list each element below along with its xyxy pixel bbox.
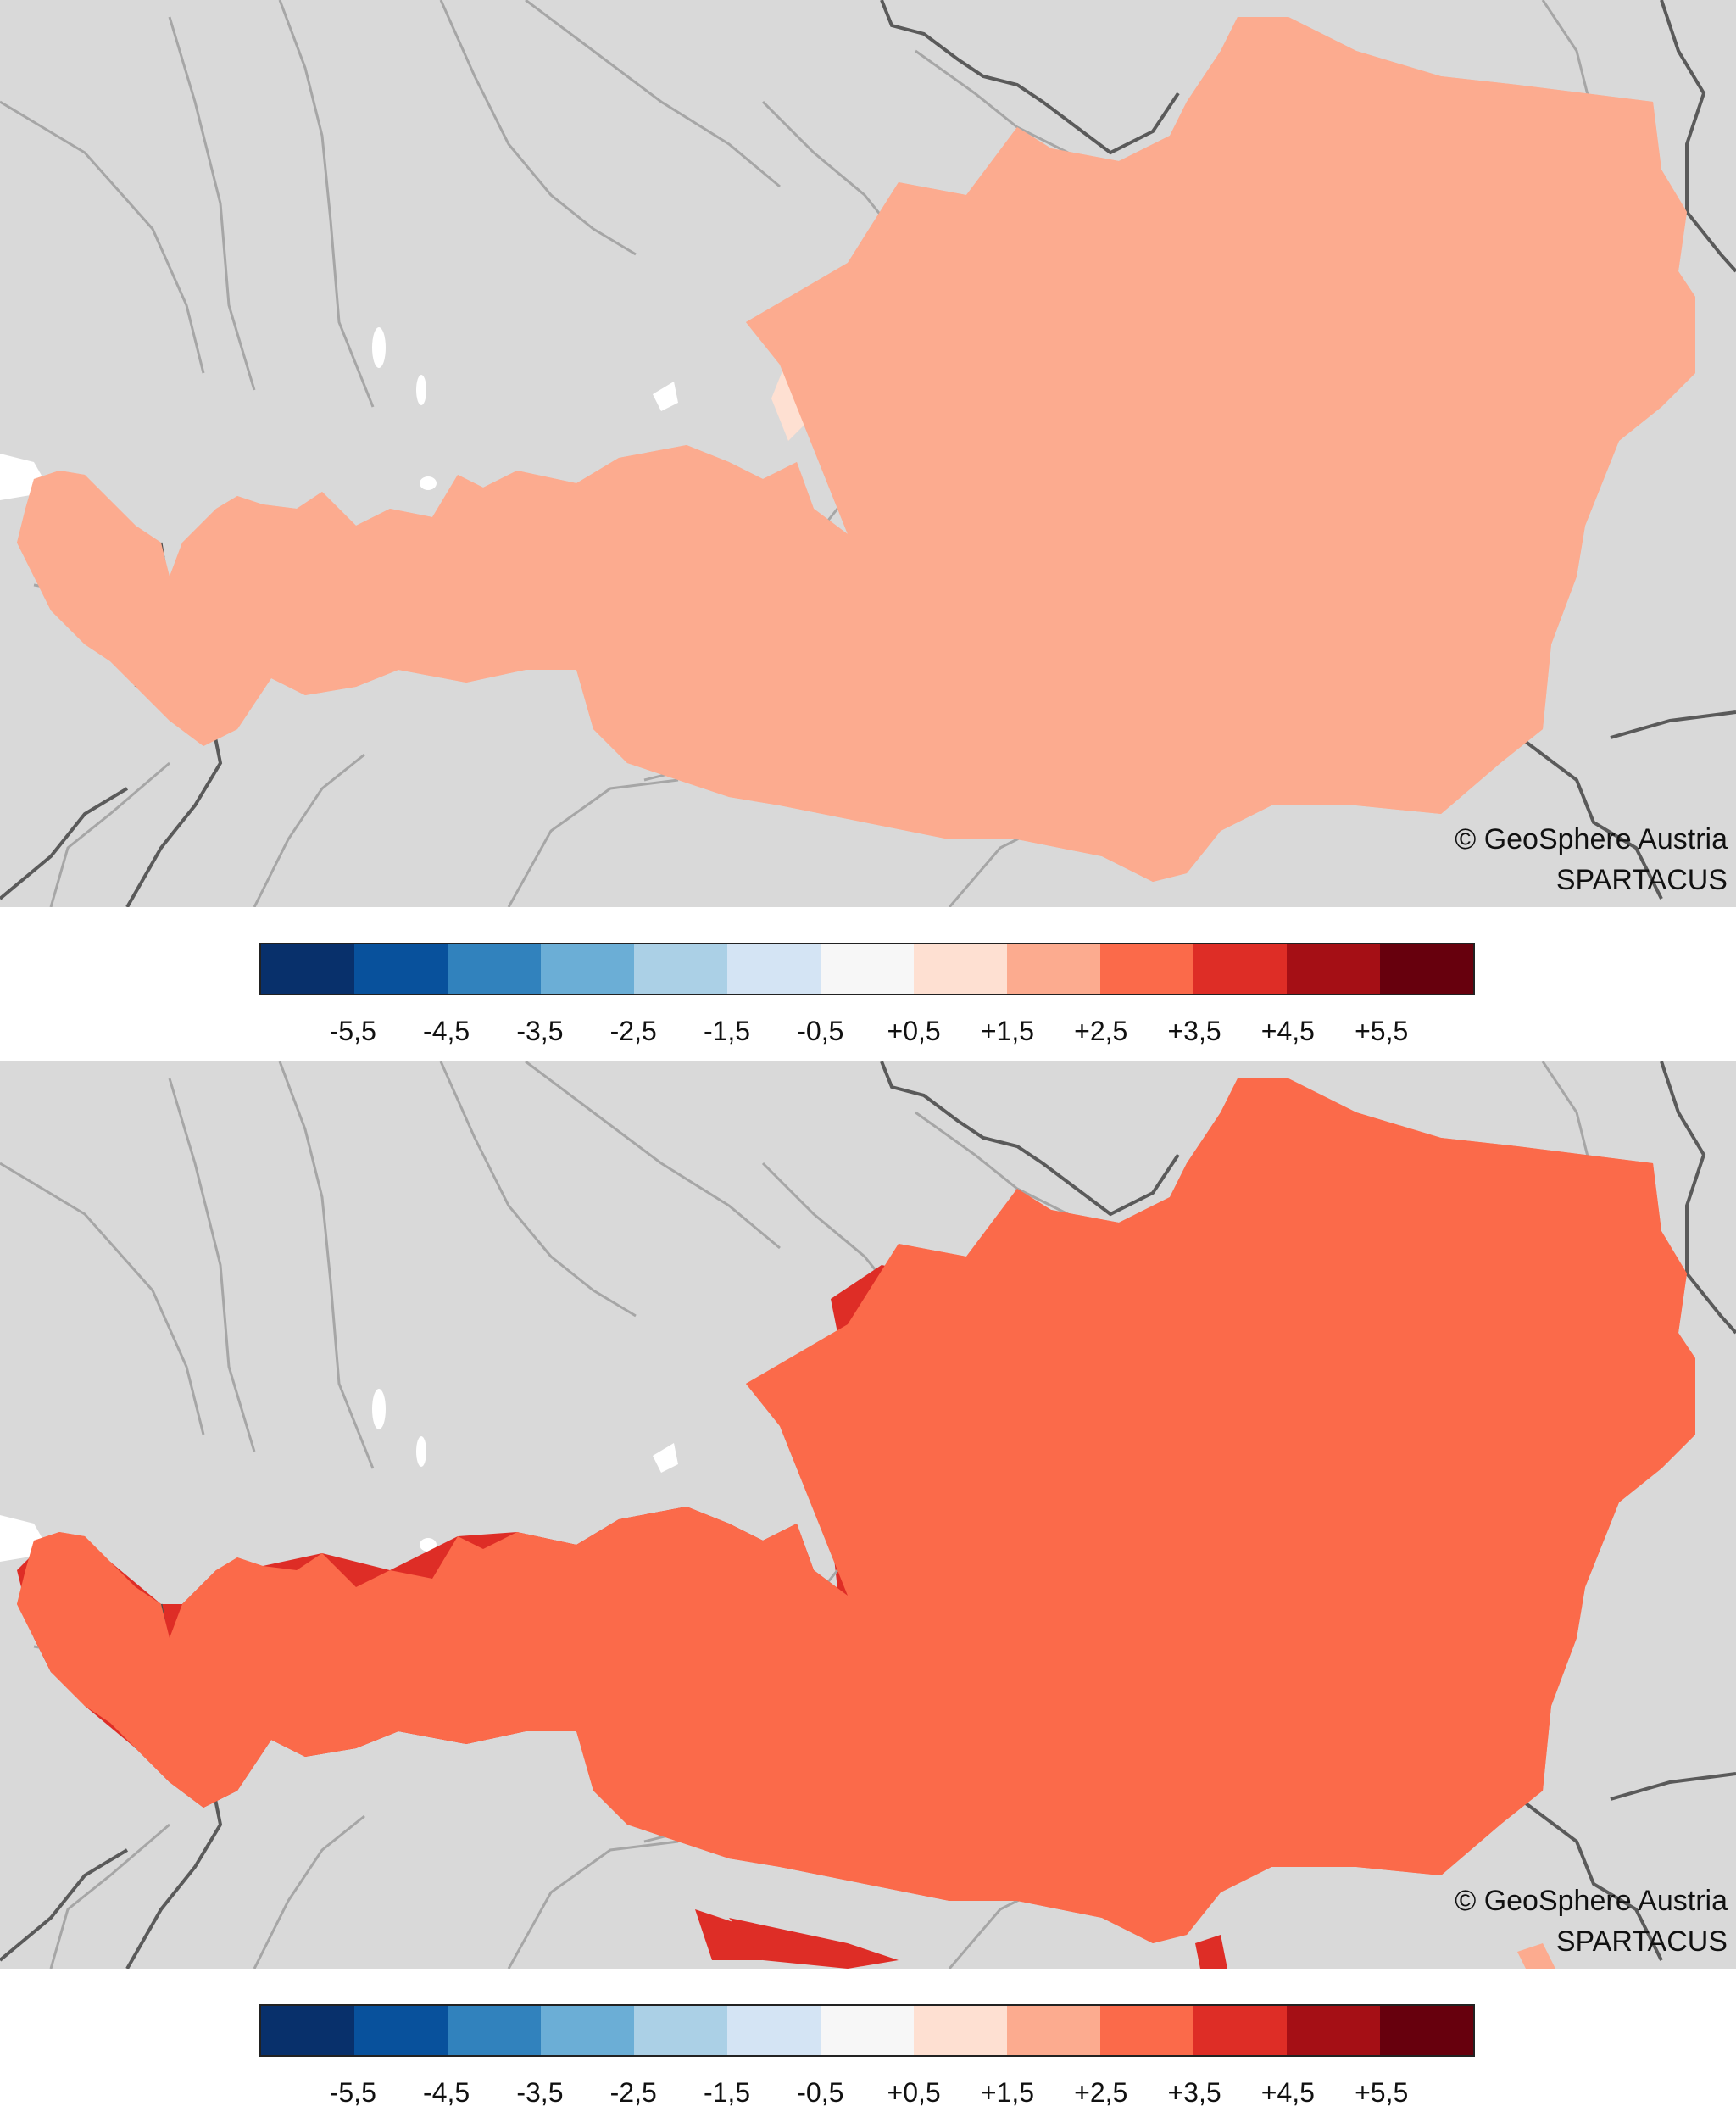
bottom-map-panel: © GeoSphere Austria SPARTACUS xyxy=(0,1062,1736,1969)
top-legend-label: +5,5 xyxy=(1355,1016,1409,1046)
bottom-legend-swatch xyxy=(821,2006,914,2055)
bottom-legend-label: +5,5 xyxy=(1355,2077,1409,2108)
bottom-legend-swatch xyxy=(1380,2006,1473,2055)
top-legend-swatch xyxy=(1100,944,1194,994)
bottom-legend-swatch xyxy=(634,2006,727,2055)
top-legend-label: -4,5 xyxy=(423,1016,470,1046)
top-legend-label: +1,5 xyxy=(980,1016,1035,1046)
bottom-map-credit: © GeoSphere Austria SPARTACUS xyxy=(1455,1881,1728,1962)
top-legend-swatch xyxy=(1194,944,1287,994)
bottom-legend-swatch xyxy=(1100,2006,1194,2055)
bottom-legend-swatch xyxy=(1287,2006,1380,2055)
bottom-legend-bar xyxy=(259,2004,1475,2057)
top-map-credit-line2: SPARTACUS xyxy=(1555,864,1728,896)
top-legend-swatch xyxy=(1007,944,1100,994)
top-map xyxy=(0,0,1736,907)
top-legend-swatch xyxy=(354,944,448,994)
top-map-panel: © GeoSphere Austria SPARTACUS xyxy=(0,0,1736,907)
top-legend-label: +3,5 xyxy=(1167,1016,1221,1046)
bottom-legend-labels: -5,5 -4,5 -3,5 -2,5 -1,5 -0,5 +0,5 +1,5 +2,5 +3,5… xyxy=(259,2077,1475,2111)
bottom-legend-swatch xyxy=(914,2006,1007,2055)
top-legend-swatch xyxy=(914,944,1007,994)
bottom-map-credit-line2: SPARTACUS xyxy=(1555,1925,1728,1958)
top-map-credit: © GeoSphere Austria SPARTACUS xyxy=(1455,819,1728,900)
top-legend-label: +0,5 xyxy=(887,1016,941,1046)
top-map-credit-line1: © GeoSphere Austria xyxy=(1455,823,1728,855)
top-legend-swatch xyxy=(634,944,727,994)
bottom-legend-swatch xyxy=(448,2006,541,2055)
top-legend-label: +2,5 xyxy=(1074,1016,1128,1046)
bottom-legend-label: -5,5 xyxy=(329,2077,376,2108)
bottom-legend-swatch xyxy=(354,2006,448,2055)
top-legend-bar xyxy=(259,943,1475,995)
top-legend-swatch xyxy=(541,944,634,994)
bottom-legend-label: +2,5 xyxy=(1074,2077,1128,2108)
bottom-legend-label: +1,5 xyxy=(980,2077,1035,2108)
bottom-legend-swatch xyxy=(727,2006,821,2055)
top-legend-label: -5,5 xyxy=(329,1016,376,1046)
top-legend-label: +4,5 xyxy=(1260,1016,1315,1046)
bottom-legend-label: -2,5 xyxy=(609,2077,657,2108)
bottom-map-credit-line1: © GeoSphere Austria xyxy=(1455,1885,1728,1917)
top-legend-label: -3,5 xyxy=(516,1016,564,1046)
bottom-legend-label: -4,5 xyxy=(423,2077,470,2108)
top-legend-swatch xyxy=(727,944,821,994)
bottom-map xyxy=(0,1062,1736,1969)
top-legend-swatch xyxy=(261,944,354,994)
top-legend-swatch xyxy=(448,944,541,994)
top-legend-swatch xyxy=(1380,944,1473,994)
bottom-legend-label: +0,5 xyxy=(887,2077,941,2108)
top-legend-label: -2,5 xyxy=(609,1016,657,1046)
top-legend-label: -0,5 xyxy=(797,1016,844,1046)
bottom-legend-label: +4,5 xyxy=(1260,2077,1315,2108)
bottom-legend-label: +3,5 xyxy=(1167,2077,1221,2108)
bottom-legend-swatch xyxy=(1194,2006,1287,2055)
bottom-legend-swatch xyxy=(541,2006,634,2055)
top-legend-swatch xyxy=(1287,944,1380,994)
bottom-legend-label: -0,5 xyxy=(797,2077,844,2108)
top-legend-swatch xyxy=(821,944,914,994)
bottom-legend-label: -1,5 xyxy=(703,2077,751,2108)
bottom-legend-swatch xyxy=(1007,2006,1100,2055)
bottom-legend-swatch xyxy=(261,2006,354,2055)
top-legend-label: -1,5 xyxy=(703,1016,751,1046)
bottom-legend-label: -3,5 xyxy=(516,2077,564,2108)
top-legend-labels: -5,5 -4,5 -3,5 -2,5 -1,5 -0,5 +0,5 +1,5 +2,5 +3,5… xyxy=(259,1016,1475,1050)
